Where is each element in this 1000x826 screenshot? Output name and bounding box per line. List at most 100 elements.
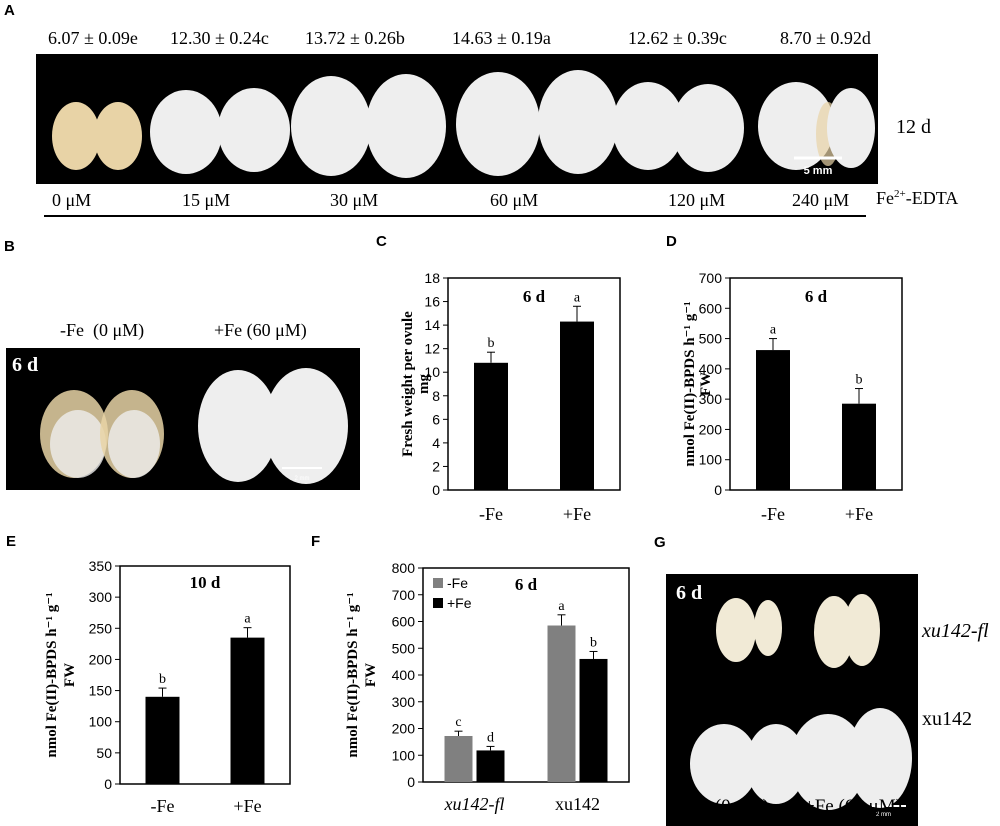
y-tick-label: 10 — [424, 364, 440, 380]
y-tick-label: 200 — [89, 651, 113, 667]
y-tick-label: 300 — [699, 391, 723, 407]
y-tick-label: 16 — [424, 294, 440, 310]
chart-title: 6 d — [523, 287, 546, 306]
y-axis-label: nmol Fe(II)-BPDS h⁻¹ g⁻¹ — [682, 301, 698, 466]
chart-title: 6 d — [805, 287, 828, 306]
panel-g-row1-label: xu142-fl — [922, 620, 989, 642]
panel-a-photo: 5 mm — [36, 54, 878, 184]
panel-b-label-left: -Fe (0 μM) — [60, 320, 145, 340]
panel-letter: E — [6, 533, 16, 550]
ovule-photo-strip: 5 mm — [52, 70, 875, 178]
y-tick-label: 200 — [392, 721, 416, 737]
panel-g-photo: 6 d 2 mm — [666, 574, 918, 826]
chart-e: E 0 50 100 150 200 250 300 350 nmol Fe(II)-BPDS h… — [6, 533, 291, 816]
panel-g-label-right: +Fe (60 μM) — [804, 796, 902, 817]
y-tick-label: 300 — [89, 589, 113, 605]
panel-letter-g: G — [654, 534, 666, 551]
panel-letter: C — [376, 233, 387, 250]
concentration-label: 0 μM — [52, 190, 92, 210]
y-tick-label: 0 — [104, 776, 112, 792]
ovule-pair-120uM — [612, 82, 744, 172]
bar — [474, 362, 508, 490]
panel-g-label-left: -Fe (0 μM) — [680, 796, 769, 817]
significance-letter: a — [574, 290, 581, 305]
significance-letter: b — [856, 373, 863, 388]
y-tick-label: 600 — [699, 300, 723, 316]
bar — [579, 658, 608, 782]
y-tick-label: 400 — [392, 667, 416, 683]
y-tick-label: 350 — [89, 558, 113, 574]
scale-bar-label: 5 mm — [804, 165, 833, 177]
category-label: xu142-fl — [444, 794, 505, 814]
y-tick-label: 18 — [424, 270, 440, 286]
bar — [756, 350, 790, 490]
value-label: 6.07 ± 0.09e — [48, 28, 138, 48]
category-label: xu142 — [555, 794, 600, 814]
y-tick-label: 200 — [699, 421, 723, 437]
y-tick-label: 12 — [424, 341, 440, 357]
bar — [476, 750, 505, 782]
category-label: -Fe — [479, 504, 503, 524]
y-tick-label: 250 — [89, 620, 113, 636]
legend-label: +Fe — [447, 595, 472, 611]
panel-b-day-label: 6 d — [12, 354, 39, 376]
category-label: +Fe — [233, 796, 261, 816]
ovule-pair-240uM — [758, 82, 875, 170]
bar — [842, 403, 876, 490]
concentration-label: 120 μM — [668, 190, 726, 210]
ovule-pair-60uM — [456, 70, 618, 176]
y-tick-label: 400 — [699, 361, 723, 377]
y-axis-label: nmol Fe(II)-BPDS h⁻¹ g⁻¹ — [44, 592, 60, 757]
bar — [230, 637, 265, 784]
treatment-suffix: -EDTA — [905, 188, 959, 208]
significance-letter: b — [159, 672, 166, 687]
panel-letter: D — [666, 233, 677, 250]
chart-title: 6 d — [515, 575, 538, 594]
panel-letter: F — [311, 533, 320, 550]
bar — [547, 625, 576, 782]
significance-letter: b — [590, 635, 597, 650]
chart-c: C 0 2 4 6 8 10 12 14 16 18 Fresh weight per ovule mg… — [376, 233, 621, 524]
panel-g-ovules — [690, 594, 912, 810]
bar — [560, 321, 594, 490]
y-tick-label: 0 — [432, 482, 440, 498]
legend-label: -Fe — [447, 575, 468, 591]
concentration-label: 240 μM — [792, 190, 850, 210]
bar — [145, 696, 180, 784]
panel-b-ovules: 2 mm — [40, 368, 348, 484]
panel-g-day-label: 6 d — [676, 582, 703, 604]
y-tick-label: 0 — [714, 482, 722, 498]
category-label: -Fe — [761, 504, 785, 524]
plot-frame — [119, 565, 291, 785]
concentration-label: 15 μM — [182, 190, 231, 210]
category-label: -Fe — [151, 796, 175, 816]
y-tick-label: 8 — [432, 388, 440, 404]
treatment-superscript: 2+ — [894, 188, 906, 200]
y-axis-label: Fresh weight per ovule — [400, 311, 416, 457]
y-tick-label: 500 — [699, 331, 723, 347]
y-tick-label: 0 — [407, 774, 415, 790]
category-label: +Fe — [845, 504, 873, 524]
significance-letter: a — [770, 323, 777, 338]
panel-a-day-label: 12 d — [896, 116, 931, 138]
y-tick-label: 300 — [392, 694, 416, 710]
legend-swatch — [433, 598, 443, 608]
concentration-label: 30 μM — [330, 190, 379, 210]
panel-letter-a: A — [4, 2, 15, 19]
value-label: 14.63 ± 0.19a — [452, 28, 551, 48]
significance-letter: a — [558, 599, 565, 614]
plot-frame — [729, 277, 903, 491]
value-label: 12.62 ± 0.39c — [628, 28, 727, 48]
y-tick-label: 100 — [89, 714, 113, 730]
panel-b-label-right: +Fe (60 μM) — [214, 320, 307, 340]
ovule-pair-30uM — [291, 74, 446, 178]
significance-letter: c — [455, 715, 461, 730]
y-axis-label: nmol Fe(II)-BPDS h⁻¹ g⁻¹ — [345, 592, 361, 757]
chart-f: F 0 100 200 300 400 500 600 700 800 nmol Fe(II)-BP… — [311, 533, 630, 814]
value-label: 12.30 ± 0.24c — [170, 28, 269, 48]
treatment-label: Fe2+-EDTA — [876, 188, 958, 209]
treatment-prefix: Fe — [876, 188, 894, 208]
significance-letter: a — [244, 612, 251, 627]
y-tick-label: 700 — [699, 270, 723, 286]
y-axis-label-line2: FW — [363, 663, 379, 687]
